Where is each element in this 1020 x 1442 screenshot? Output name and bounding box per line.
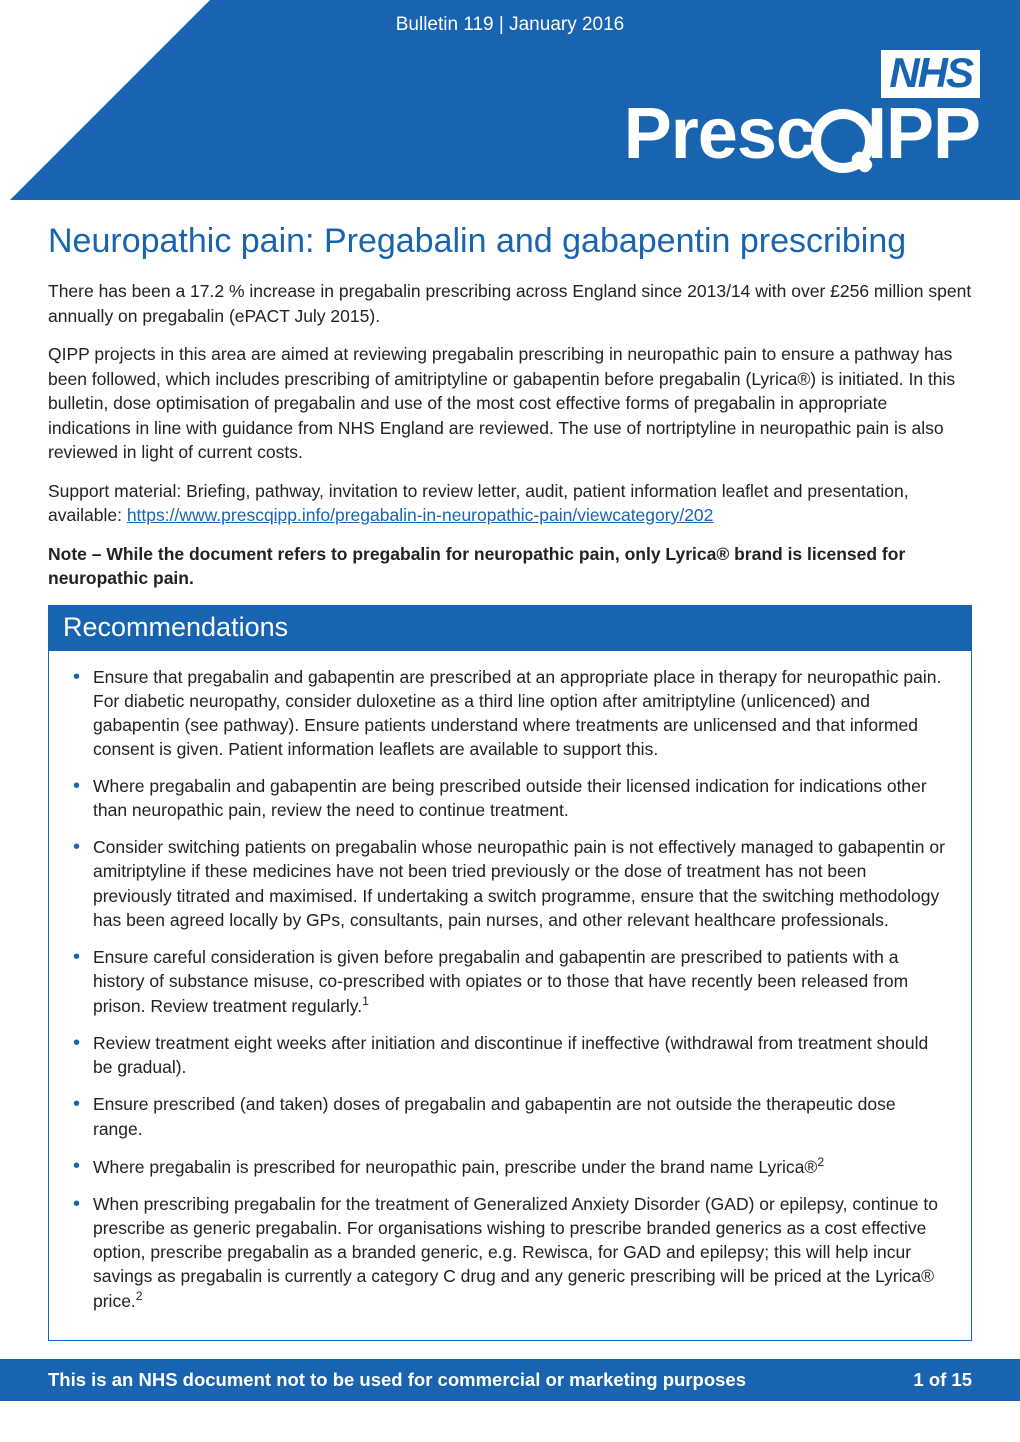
nhs-logo-box: NHS <box>881 50 980 98</box>
prescqipp-logo: PrescIPP <box>624 98 980 170</box>
corner-triangle <box>0 0 210 200</box>
logo-text-pre: Presc <box>624 94 815 174</box>
recommendation-item: When prescribing pregabalin for the trea… <box>71 1192 949 1314</box>
nhs-logo-text: NHS <box>889 49 972 96</box>
logo-block: NHS PrescIPP <box>624 50 980 170</box>
recommendations-header: Recommendations <box>49 606 971 651</box>
recommendation-item: Where pregabalin is prescribed for neuro… <box>71 1154 949 1179</box>
footnote-ref: 2 <box>136 1289 143 1303</box>
recommendation-item: Ensure prescribed (and taken) doses of p… <box>71 1092 949 1140</box>
recommendation-item: Ensure careful consideration is given be… <box>71 945 949 1018</box>
page-title: Neuropathic pain: Pregabalin and gabapen… <box>48 222 972 261</box>
license-note: Note – While the document refers to preg… <box>48 542 972 591</box>
support-material-paragraph: Support material: Briefing, pathway, inv… <box>48 479 972 528</box>
recommendation-item: Review treatment eight weeks after initi… <box>71 1031 949 1079</box>
footer-disclaimer: This is an NHS document not to be used f… <box>48 1369 746 1391</box>
intro-paragraph-2: QIPP projects in this area are aimed at … <box>48 342 972 465</box>
footnote-ref: 1 <box>362 994 369 1008</box>
support-link[interactable]: https://www.prescqipp.info/pregabalin-in… <box>127 505 714 525</box>
recommendations-list: Ensure that pregabalin and gabapentin ar… <box>71 665 949 1314</box>
page-number: 1 of 15 <box>913 1369 972 1391</box>
header-banner: Bulletin 119 | January 2016 NHS PrescIPP <box>0 0 1020 200</box>
intro-paragraph-1: There has been a 17.2 % increase in preg… <box>48 279 972 328</box>
footnote-ref: 2 <box>817 1155 824 1169</box>
recommendation-item: Ensure that pregabalin and gabapentin ar… <box>71 665 949 762</box>
logo-text-post: IPP <box>867 94 980 174</box>
recommendations-body: Ensure that pregabalin and gabapentin ar… <box>49 651 971 1341</box>
main-content: Neuropathic pain: Pregabalin and gabapen… <box>0 200 1020 1351</box>
recommendation-item: Consider switching patients on pregabali… <box>71 835 949 932</box>
footer-bar: This is an NHS document not to be used f… <box>0 1359 1020 1401</box>
recommendations-box: Recommendations Ensure that pregabalin a… <box>48 605 972 1342</box>
recommendation-item: Where pregabalin and gabapentin are bein… <box>71 774 949 822</box>
magnifier-q-icon <box>811 109 871 169</box>
